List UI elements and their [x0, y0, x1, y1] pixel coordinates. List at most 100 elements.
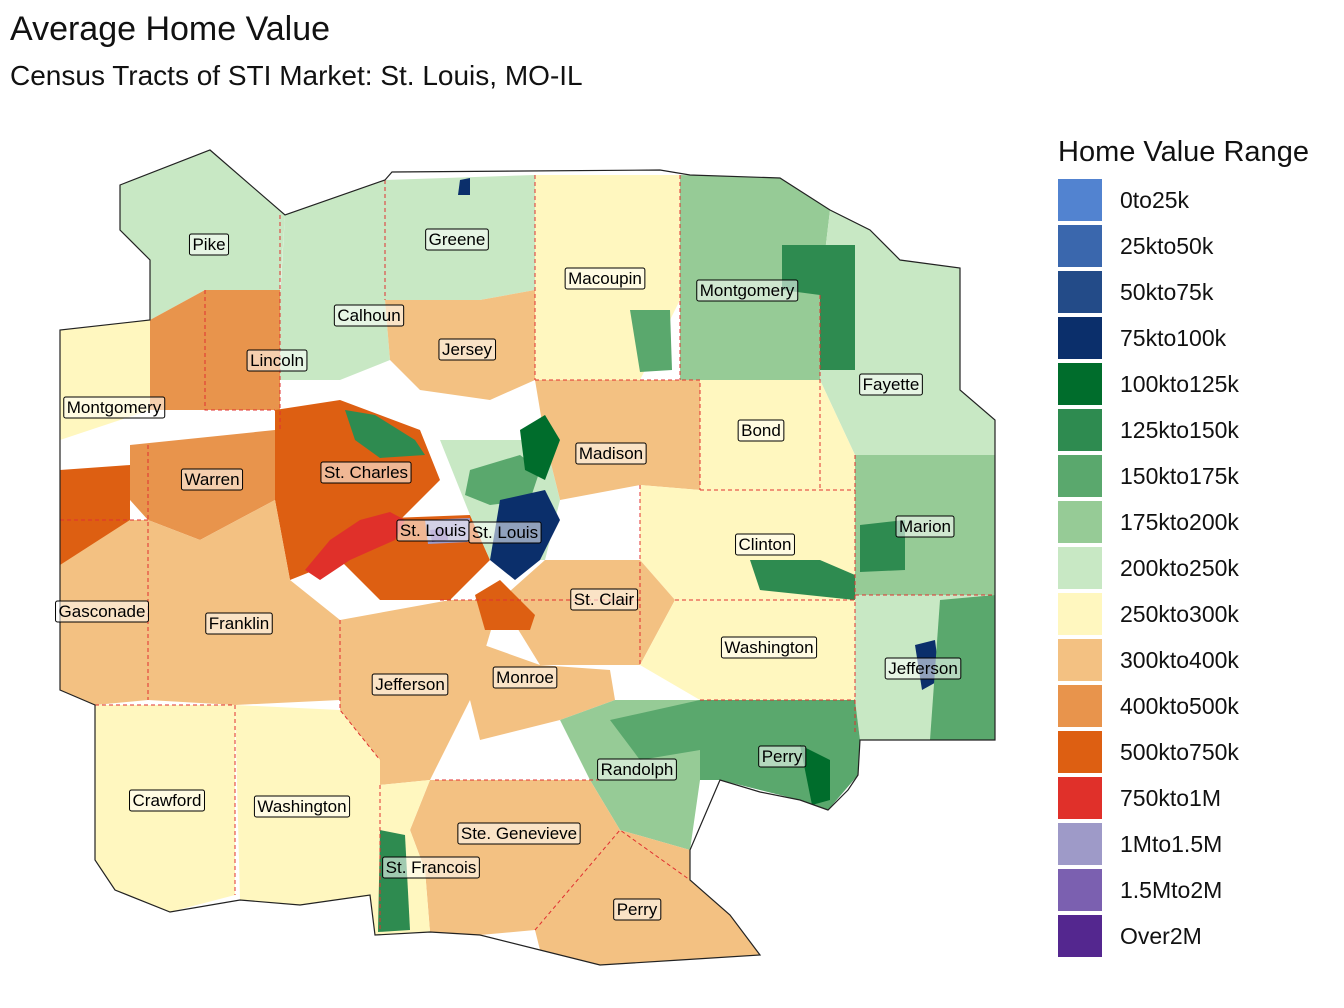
- chart-title: Average Home Value: [10, 10, 331, 48]
- tract-patch: [520, 415, 560, 480]
- county-name: Gasconade: [59, 602, 146, 621]
- county-name: Montgomery: [67, 398, 162, 417]
- county-name: Montgomery: [700, 281, 795, 300]
- tract-patch: [345, 410, 425, 458]
- county-name: Warren: [184, 470, 239, 489]
- county-label: Bond: [737, 419, 785, 442]
- county-name: Franklin: [209, 614, 269, 633]
- legend-swatch: [1058, 317, 1102, 359]
- legend-label: 75kto100k: [1120, 324, 1227, 351]
- county-label: Ste. Genevieve: [457, 822, 581, 845]
- county-name: Clinton: [739, 535, 792, 554]
- county-region: [470, 640, 615, 740]
- legend-label: 150kto175k: [1120, 462, 1239, 489]
- county-name: Washington: [724, 638, 813, 657]
- legend-item: 150kto175k: [1058, 453, 1342, 499]
- county-label: Jefferson: [371, 673, 449, 696]
- legend-label: 50kto75k: [1120, 278, 1214, 305]
- legend-swatch: [1058, 409, 1102, 451]
- county-region: [150, 290, 280, 410]
- county-label: Clinton: [735, 533, 795, 556]
- legend-swatch: [1058, 363, 1102, 405]
- county-label: St. Clair: [570, 588, 639, 611]
- county-name: St. Francois: [386, 858, 477, 877]
- county-name: Perry: [762, 747, 803, 766]
- county-region: [680, 175, 830, 380]
- tract-patch: [378, 830, 410, 932]
- legend-swatch: [1058, 777, 1102, 819]
- county-name: St. Clair: [574, 590, 635, 609]
- legend-swatch: [1058, 225, 1102, 267]
- legend-swatch: [1058, 869, 1102, 911]
- county-name: Randolph: [601, 760, 674, 779]
- legend-swatch: [1058, 455, 1102, 497]
- legend-swatch: [1058, 501, 1102, 543]
- county-name: Pike: [192, 235, 225, 254]
- county-name: Ste. Genevieve: [461, 824, 577, 843]
- county-label: Franklin: [205, 612, 273, 635]
- legend-swatch: [1058, 731, 1102, 773]
- choropleth-map: Pike Greene Macoupin Montgomery Calhoun Jerse…: [55, 149, 996, 966]
- tract-patch: [458, 178, 470, 195]
- legend-label: 300kto400k: [1120, 646, 1239, 673]
- legend-label: 0to25k: [1120, 186, 1190, 213]
- legend-item: 750kto1M: [1058, 775, 1342, 821]
- legend-item: 500kto750k: [1058, 729, 1342, 775]
- county-name: Fayette: [863, 375, 920, 394]
- county-name: Marion: [899, 517, 951, 536]
- chart-subtitle: Census Tracts of STI Market: St. Louis, …: [10, 60, 583, 91]
- county-label: Pike: [188, 233, 230, 256]
- county-label: Warren: [180, 468, 244, 491]
- legend-swatch: [1058, 593, 1102, 635]
- legend-item: Over2M: [1058, 913, 1342, 959]
- county-name: St. Louis: [472, 523, 538, 542]
- legend-swatch: [1058, 547, 1102, 589]
- legend-item: 200kto250k: [1058, 545, 1342, 591]
- county-label: Lincoln: [246, 349, 308, 372]
- legend-item: 1Mto1.5M: [1058, 821, 1342, 867]
- county-label: Perry: [613, 898, 662, 921]
- county-labels: Pike Greene Macoupin Montgomery Calhoun Jerse…: [55, 228, 962, 921]
- legend-item: 50kto75k: [1058, 269, 1342, 315]
- county-label: Montgomery: [63, 396, 166, 419]
- county-region: [148, 500, 340, 705]
- tract-patch: [782, 245, 855, 370]
- legend-item: 250kto300k: [1058, 591, 1342, 637]
- county-label: Gasconade: [55, 600, 149, 623]
- county-label: Macoupin: [564, 267, 646, 290]
- legend-label: 500kto750k: [1120, 738, 1239, 765]
- county-label: Marion: [895, 515, 955, 538]
- county-name: Macoupin: [568, 269, 642, 288]
- county-name: Monroe: [496, 668, 554, 687]
- county-name: Bond: [741, 421, 781, 440]
- county-label: Jersey: [438, 338, 497, 361]
- legend-title: Home Value Range: [1058, 136, 1309, 168]
- county-label: St. Francois: [382, 856, 480, 879]
- legend-swatch: [1058, 271, 1102, 313]
- county-borders: [60, 175, 995, 931]
- legend-label: 200kto250k: [1120, 554, 1239, 581]
- legend-item: 125kto150k: [1058, 407, 1342, 453]
- county-label: Perry: [758, 745, 807, 768]
- tract-patch: [800, 745, 830, 805]
- tract-patch: [475, 580, 535, 630]
- legend-label: 125kto150k: [1120, 416, 1239, 443]
- tract-patch: [60, 465, 130, 565]
- county-name: St. Louis: [400, 521, 466, 540]
- tract-patch: [860, 520, 905, 572]
- county-region: [500, 560, 675, 665]
- county-name: St. Charles: [324, 463, 408, 482]
- county-name: Washington: [257, 797, 346, 816]
- legend-swatch: [1058, 685, 1102, 727]
- county-region: [60, 320, 150, 440]
- legend-label: 400kto500k: [1120, 692, 1239, 719]
- legend-label: Over2M: [1120, 922, 1202, 949]
- tract-patch: [930, 595, 995, 740]
- county-name: Crawford: [133, 791, 202, 810]
- county-name: Lincoln: [250, 351, 304, 370]
- county-label: Greene: [425, 228, 489, 251]
- tract-patch: [630, 310, 672, 372]
- county-name: Madison: [579, 444, 643, 463]
- county-name: Jersey: [442, 340, 493, 359]
- tract-patch: [465, 455, 540, 505]
